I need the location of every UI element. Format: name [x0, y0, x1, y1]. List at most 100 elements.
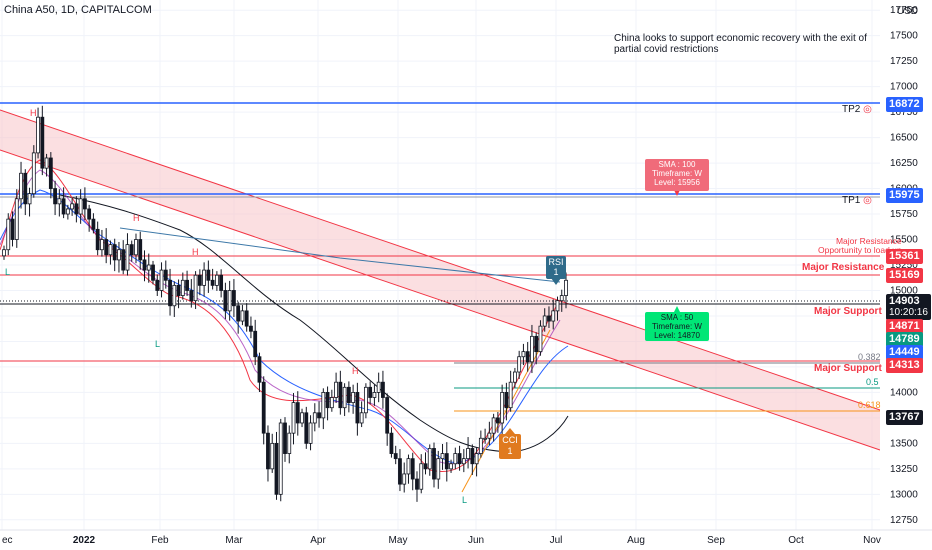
sma100-pointer	[674, 190, 680, 196]
candle-body	[257, 356, 262, 383]
news-note: China looks to support economic recovery…	[614, 33, 884, 55]
swing-label-l1: L	[5, 267, 10, 277]
y-axis: 1275013000132501350013750140001425014500…	[890, 5, 918, 526]
resistance-small-line2: Opportunity to load up	[818, 245, 902, 255]
tp2-text: TP2	[842, 104, 861, 115]
candle-body	[287, 432, 292, 454]
candle-body	[283, 422, 287, 454]
candle-body	[504, 392, 509, 409]
candle-body	[308, 422, 313, 444]
candle-body	[189, 290, 194, 302]
candle-body	[61, 198, 66, 215]
candle-body	[146, 264, 151, 271]
y-tick-label: 17500	[890, 31, 918, 42]
cci-box: CCI 1	[499, 434, 521, 459]
candle-body	[385, 397, 390, 434]
rsi-pointer	[551, 278, 561, 285]
countdown-time: 10:20:16	[889, 307, 928, 318]
candle-body	[495, 417, 500, 424]
candle-body	[444, 453, 449, 470]
candle-body	[125, 244, 130, 271]
candle-body	[278, 422, 283, 495]
x-tick-label: 2022	[73, 535, 96, 546]
rsi-line2: 1	[553, 267, 559, 277]
price-tag-14789: 14789	[886, 332, 923, 347]
candle-body	[87, 208, 92, 220]
price-tag-15169: 15169	[886, 268, 923, 283]
y-tick-label: 15750	[890, 209, 918, 220]
fib-618-label: 0.618	[858, 400, 881, 410]
target-icon: ◎	[863, 195, 872, 206]
candle-body	[346, 386, 351, 403]
candle-body	[359, 412, 364, 424]
candle-body	[176, 284, 181, 296]
x-tick-label: Feb	[151, 535, 169, 546]
tp2-label: TP2 ◎	[842, 104, 872, 115]
cci-line2: 1	[507, 446, 513, 456]
candle-body	[185, 279, 189, 291]
y-tick-label: 17750	[890, 5, 918, 16]
currency-label: USD	[896, 6, 918, 17]
candle-body	[19, 172, 23, 200]
candle-body	[555, 300, 560, 312]
candle-body	[121, 249, 126, 271]
candle-body	[317, 412, 321, 419]
y-tick-label: 17000	[890, 82, 918, 93]
y-tick-label: 15000	[890, 285, 918, 296]
candle-body	[168, 279, 172, 307]
weekly-ma-line	[119, 227, 561, 283]
candle-body	[423, 463, 428, 470]
candle-body	[197, 274, 202, 286]
candle-body	[368, 386, 373, 398]
x-tick-label: Nov	[863, 535, 881, 546]
candle-body	[261, 381, 266, 434]
price-tag-14313: 14313	[886, 358, 923, 373]
candle-body	[129, 244, 134, 256]
channel-lower-line	[0, 149, 881, 451]
candle-body	[483, 437, 488, 440]
candle-body	[334, 381, 338, 398]
y-tick-label: 13500	[890, 438, 918, 449]
fib-5-label: 0.5	[866, 377, 879, 387]
candle-body	[457, 453, 462, 465]
candle-body	[521, 351, 526, 358]
candle-body	[461, 458, 466, 465]
tp1-label: TP1 ◎	[842, 195, 872, 206]
candle-body	[376, 381, 381, 393]
y-tick-label: 12750	[890, 515, 918, 526]
candle-body	[325, 392, 330, 409]
candle-body	[410, 458, 415, 480]
chart-grid	[0, 0, 880, 530]
candle-body	[223, 290, 228, 312]
candle-body	[564, 279, 568, 296]
candle-body	[478, 437, 483, 454]
last-price-value: 14903	[889, 295, 920, 307]
y-tick-label: 16750	[890, 107, 918, 118]
symbol-label: China A50, 1D, CAPITALCOM	[4, 4, 152, 16]
candle-body	[36, 116, 40, 154]
candle-body	[517, 356, 522, 373]
candle-body	[6, 218, 11, 251]
candle-body	[112, 244, 117, 261]
candle-body	[2, 249, 6, 257]
candle-body	[491, 417, 496, 434]
sma100-box: SMA : 100 Timeframe: W Level: 15956	[645, 159, 709, 191]
candle-body	[436, 458, 441, 480]
candle-body	[202, 269, 207, 286]
candle-body	[270, 442, 275, 470]
candle-body	[155, 279, 160, 291]
x-tick-label: Jul	[550, 535, 563, 546]
price-tag-14449: 14449	[886, 345, 923, 360]
x-tick-label: Sep	[707, 535, 725, 546]
candle-body	[159, 269, 164, 291]
candle-body	[389, 432, 394, 454]
price-tag-16872: 16872	[886, 97, 923, 112]
x-tick-label: Mar	[225, 535, 243, 546]
candle-body	[70, 203, 75, 210]
candle-body	[236, 305, 241, 322]
candle-body	[508, 381, 513, 409]
y-tick-label: 16250	[890, 158, 918, 169]
x-tick-label: Apr	[310, 535, 326, 546]
candle-body	[227, 290, 232, 312]
